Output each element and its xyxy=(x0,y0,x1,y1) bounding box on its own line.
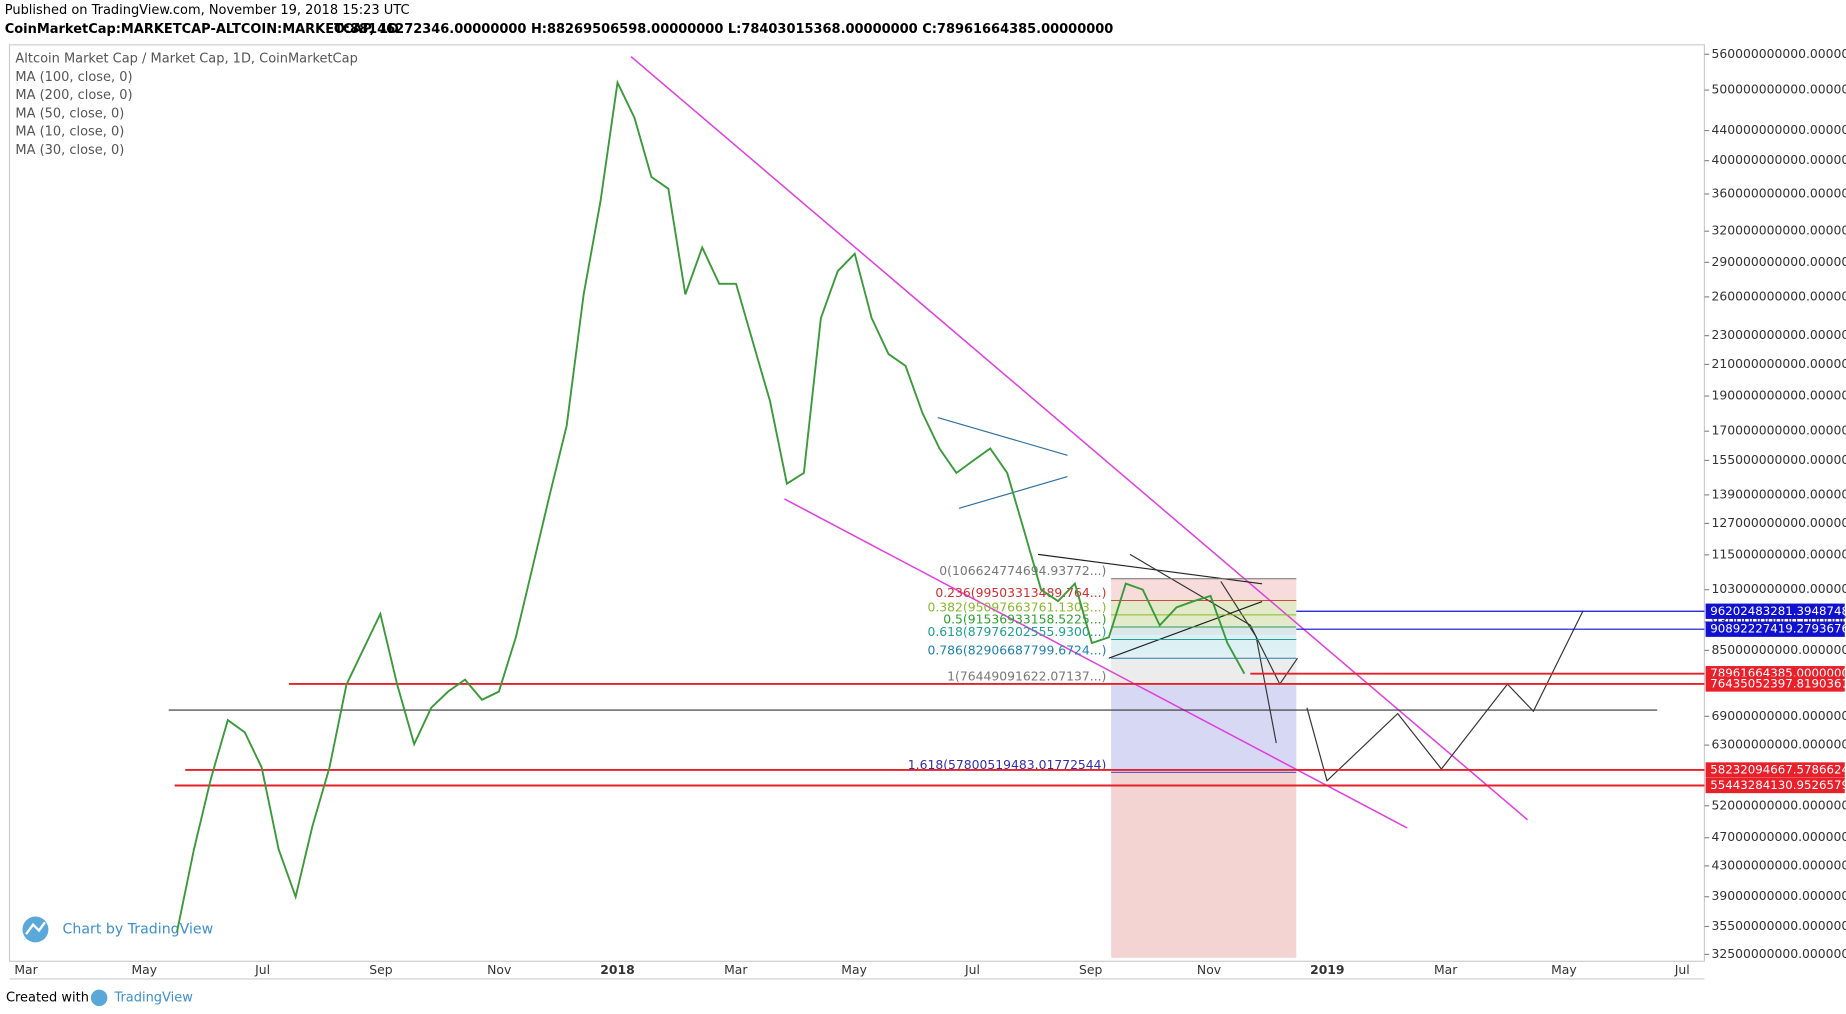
y-tick-label: 103000000000.00000000 xyxy=(1711,582,1846,596)
y-tick-label: 155000000000.00000000 xyxy=(1711,453,1846,467)
zone-green xyxy=(1111,599,1297,626)
triangle-line xyxy=(1108,600,1263,659)
watermark: Chart by TradingView xyxy=(63,921,214,937)
price-label-box xyxy=(1705,676,1845,692)
footer-created: Created with xyxy=(6,990,89,1005)
legend-entry: MA (50, close, 0) xyxy=(15,106,124,121)
y-tick-label: 43000000000.00000000 xyxy=(1711,858,1846,872)
zone-blue xyxy=(1111,685,1297,773)
fib-label: 0.236(99503313489.764...) xyxy=(935,586,1106,600)
fib-label: 0.382(95097663761.1303...) xyxy=(927,600,1106,614)
y-tick-label: 52000000000.00000000 xyxy=(1711,798,1846,812)
fib-label: 0.786(82906687799.6724...) xyxy=(927,644,1106,658)
zone-red xyxy=(1111,772,1297,958)
fib-label: 0.618(87976202555.9300...) xyxy=(927,625,1106,639)
legend-entry: MA (30, close, 0) xyxy=(15,143,124,158)
y-tick-label: 500000000000.00000000 xyxy=(1711,83,1846,97)
y-tick-label: 190000000000.00000000 xyxy=(1711,389,1846,403)
watermark-logo xyxy=(22,916,49,943)
footer-brand: TradingView xyxy=(113,990,193,1005)
zone-grey xyxy=(1111,655,1297,686)
fib-label: 0(106624774694.93772...) xyxy=(939,564,1106,578)
y-tick-label: 210000000000.00000000 xyxy=(1711,357,1846,371)
x-tick-label: Nov xyxy=(487,963,511,977)
footer-logo xyxy=(90,989,108,1007)
y-tick-label: 85000000000.00000000 xyxy=(1711,643,1846,657)
published: Published on TradingView.com, November 1… xyxy=(5,3,410,18)
projection-arrow xyxy=(1220,581,1277,744)
y-tick-label: 39000000000.00000000 xyxy=(1711,889,1846,903)
price-label: 76435052397.81903616 xyxy=(1710,676,1846,690)
y-tick-label: 290000000000.00000000 xyxy=(1711,255,1846,269)
x-tick-label: Sep xyxy=(369,963,392,977)
fib-label: 1(76449091622.07137...) xyxy=(947,669,1106,683)
y-tick-label: 360000000000.00000000 xyxy=(1711,186,1846,200)
legend-entry: MA (200, close, 0) xyxy=(15,88,132,103)
y-tick-label: 320000000000.00000000 xyxy=(1711,224,1846,238)
y-tick-label: 69000000000.00000000 xyxy=(1711,709,1846,723)
trendline xyxy=(784,498,1408,829)
x-tick-label: May xyxy=(1551,963,1577,977)
price-label: 58232094667.57866240 xyxy=(1710,762,1846,776)
y-tick-label: 127000000000.00000000 xyxy=(1711,516,1846,530)
price-line xyxy=(176,79,1246,933)
x-tick-label: Nov xyxy=(1197,963,1221,977)
price-label-box xyxy=(1705,603,1845,619)
fib-label: 1.618(57800519483.01772544) xyxy=(908,758,1107,772)
y-tick-label: 440000000000.00000000 xyxy=(1711,123,1846,137)
y-tick-label: 35500000000.00000000 xyxy=(1711,919,1846,933)
x-tick-label: 2019 xyxy=(1310,963,1344,977)
legend-entry: Altcoin Market Cap / Market Cap, 1D, Coi… xyxy=(15,51,357,66)
x-tick-label: May xyxy=(841,963,867,977)
x-tick-label: May xyxy=(132,963,158,977)
x-tick-label: Mar xyxy=(1434,963,1458,977)
fib-label: 0.5(91536933158.5225...) xyxy=(943,612,1106,626)
price-label-box xyxy=(1705,777,1845,794)
y-tick-label: 115000000000.00000000 xyxy=(1711,547,1846,561)
plot-frame xyxy=(8,44,1705,962)
y-tick-label: 170000000000.00000000 xyxy=(1711,424,1846,438)
ohlc: O:88146272346.00000000 H:88269506598.000… xyxy=(334,22,1113,37)
projection-arrow xyxy=(1129,553,1298,686)
wedge-line xyxy=(937,416,1068,456)
x-tick-label: 2018 xyxy=(600,963,634,977)
projection-path xyxy=(1306,610,1584,782)
price-label: 90892227419.27936768 xyxy=(1710,622,1846,636)
legend-entry: MA (10, close, 0) xyxy=(15,125,124,140)
symbol: CoinMarketCap:MARKETCAP-ALTCOIN:MARKETCA… xyxy=(5,22,399,37)
legend-entry: MA (100, close, 0) xyxy=(15,70,132,85)
x-tick-label: Jul xyxy=(254,963,270,977)
y-tick-label: 47000000000.00000000 xyxy=(1711,830,1846,844)
x-tick-label: Jul xyxy=(1674,963,1690,977)
y-tick-label: 63000000000.00000000 xyxy=(1711,738,1846,752)
x-tick-label: Jul xyxy=(964,963,980,977)
price-label: 96202483281.39487488 xyxy=(1710,604,1846,618)
price-label-box xyxy=(1705,762,1845,778)
x-tick-label: Sep xyxy=(1079,963,1102,977)
y-tick-label: 230000000000.00000000 xyxy=(1711,328,1846,342)
y-tick-label: 139000000000.00000000 xyxy=(1711,487,1846,501)
y-tick-label: 32500000000.00000000 xyxy=(1711,947,1846,961)
price-label: 55443284130.95265792 xyxy=(1710,778,1846,792)
price-label-box xyxy=(1705,621,1845,637)
x-tick-label: Mar xyxy=(14,963,38,977)
trendline xyxy=(630,56,1528,821)
y-tick-label: 560000000000.00000000 xyxy=(1711,47,1846,61)
y-tick-label: 400000000000.00000000 xyxy=(1711,153,1846,167)
x-tick-label: Mar xyxy=(724,963,748,977)
y-tick-label: 260000000000.00000000 xyxy=(1711,289,1846,303)
zone-teal xyxy=(1111,625,1297,656)
